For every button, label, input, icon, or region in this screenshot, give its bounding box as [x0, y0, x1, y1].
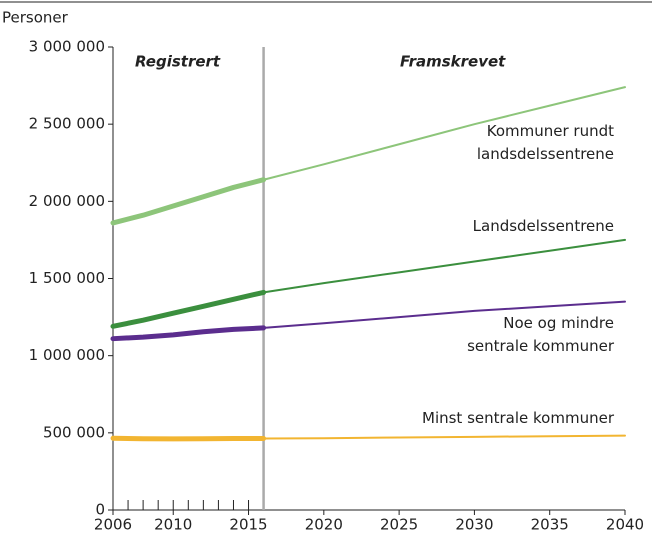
series-label: Landsdelssentrene: [472, 217, 614, 235]
registered-line: [110, 289, 267, 329]
x-tick-label: 2015: [229, 516, 267, 534]
annotation: Registrert: [135, 53, 221, 71]
x-tick-label: 2010: [154, 516, 192, 534]
y-tick-label: 0: [95, 501, 105, 519]
series-label: Minst sentrale kommuner: [422, 409, 614, 427]
series-label: Kommuner rundt landsdelssentrene: [476, 122, 614, 163]
projected-line: [262, 238, 626, 294]
y-tick-label: 500 000: [43, 423, 105, 441]
y-axis-label: Personer: [2, 9, 69, 27]
annotation: Framskrevet: [400, 53, 506, 71]
registered-line: [110, 435, 267, 442]
x-tick-label: 2020: [305, 516, 343, 534]
y-tick-label: 1 500 000: [29, 269, 105, 287]
projected-line: [262, 86, 626, 181]
x-tick-label: 2006: [94, 516, 132, 534]
y-tick-label: 2 000 000: [29, 192, 105, 210]
projected-line: [262, 434, 626, 440]
registered-line: [110, 325, 267, 342]
y-tick-label: 2 500 000: [29, 115, 105, 133]
registered-line: [110, 177, 267, 226]
projected-line: [262, 300, 626, 329]
x-tick-label: 2035: [531, 516, 569, 534]
x-tick-label: 2040: [606, 516, 644, 534]
y-tick-label: 1 000 000: [29, 346, 105, 364]
x-tick-label: 2025: [380, 516, 418, 534]
y-tick-label: 3 000 000: [29, 38, 105, 56]
x-tick-label: 2030: [455, 516, 493, 534]
series-label: Noe og mindre sentrale kommuner: [467, 314, 614, 355]
